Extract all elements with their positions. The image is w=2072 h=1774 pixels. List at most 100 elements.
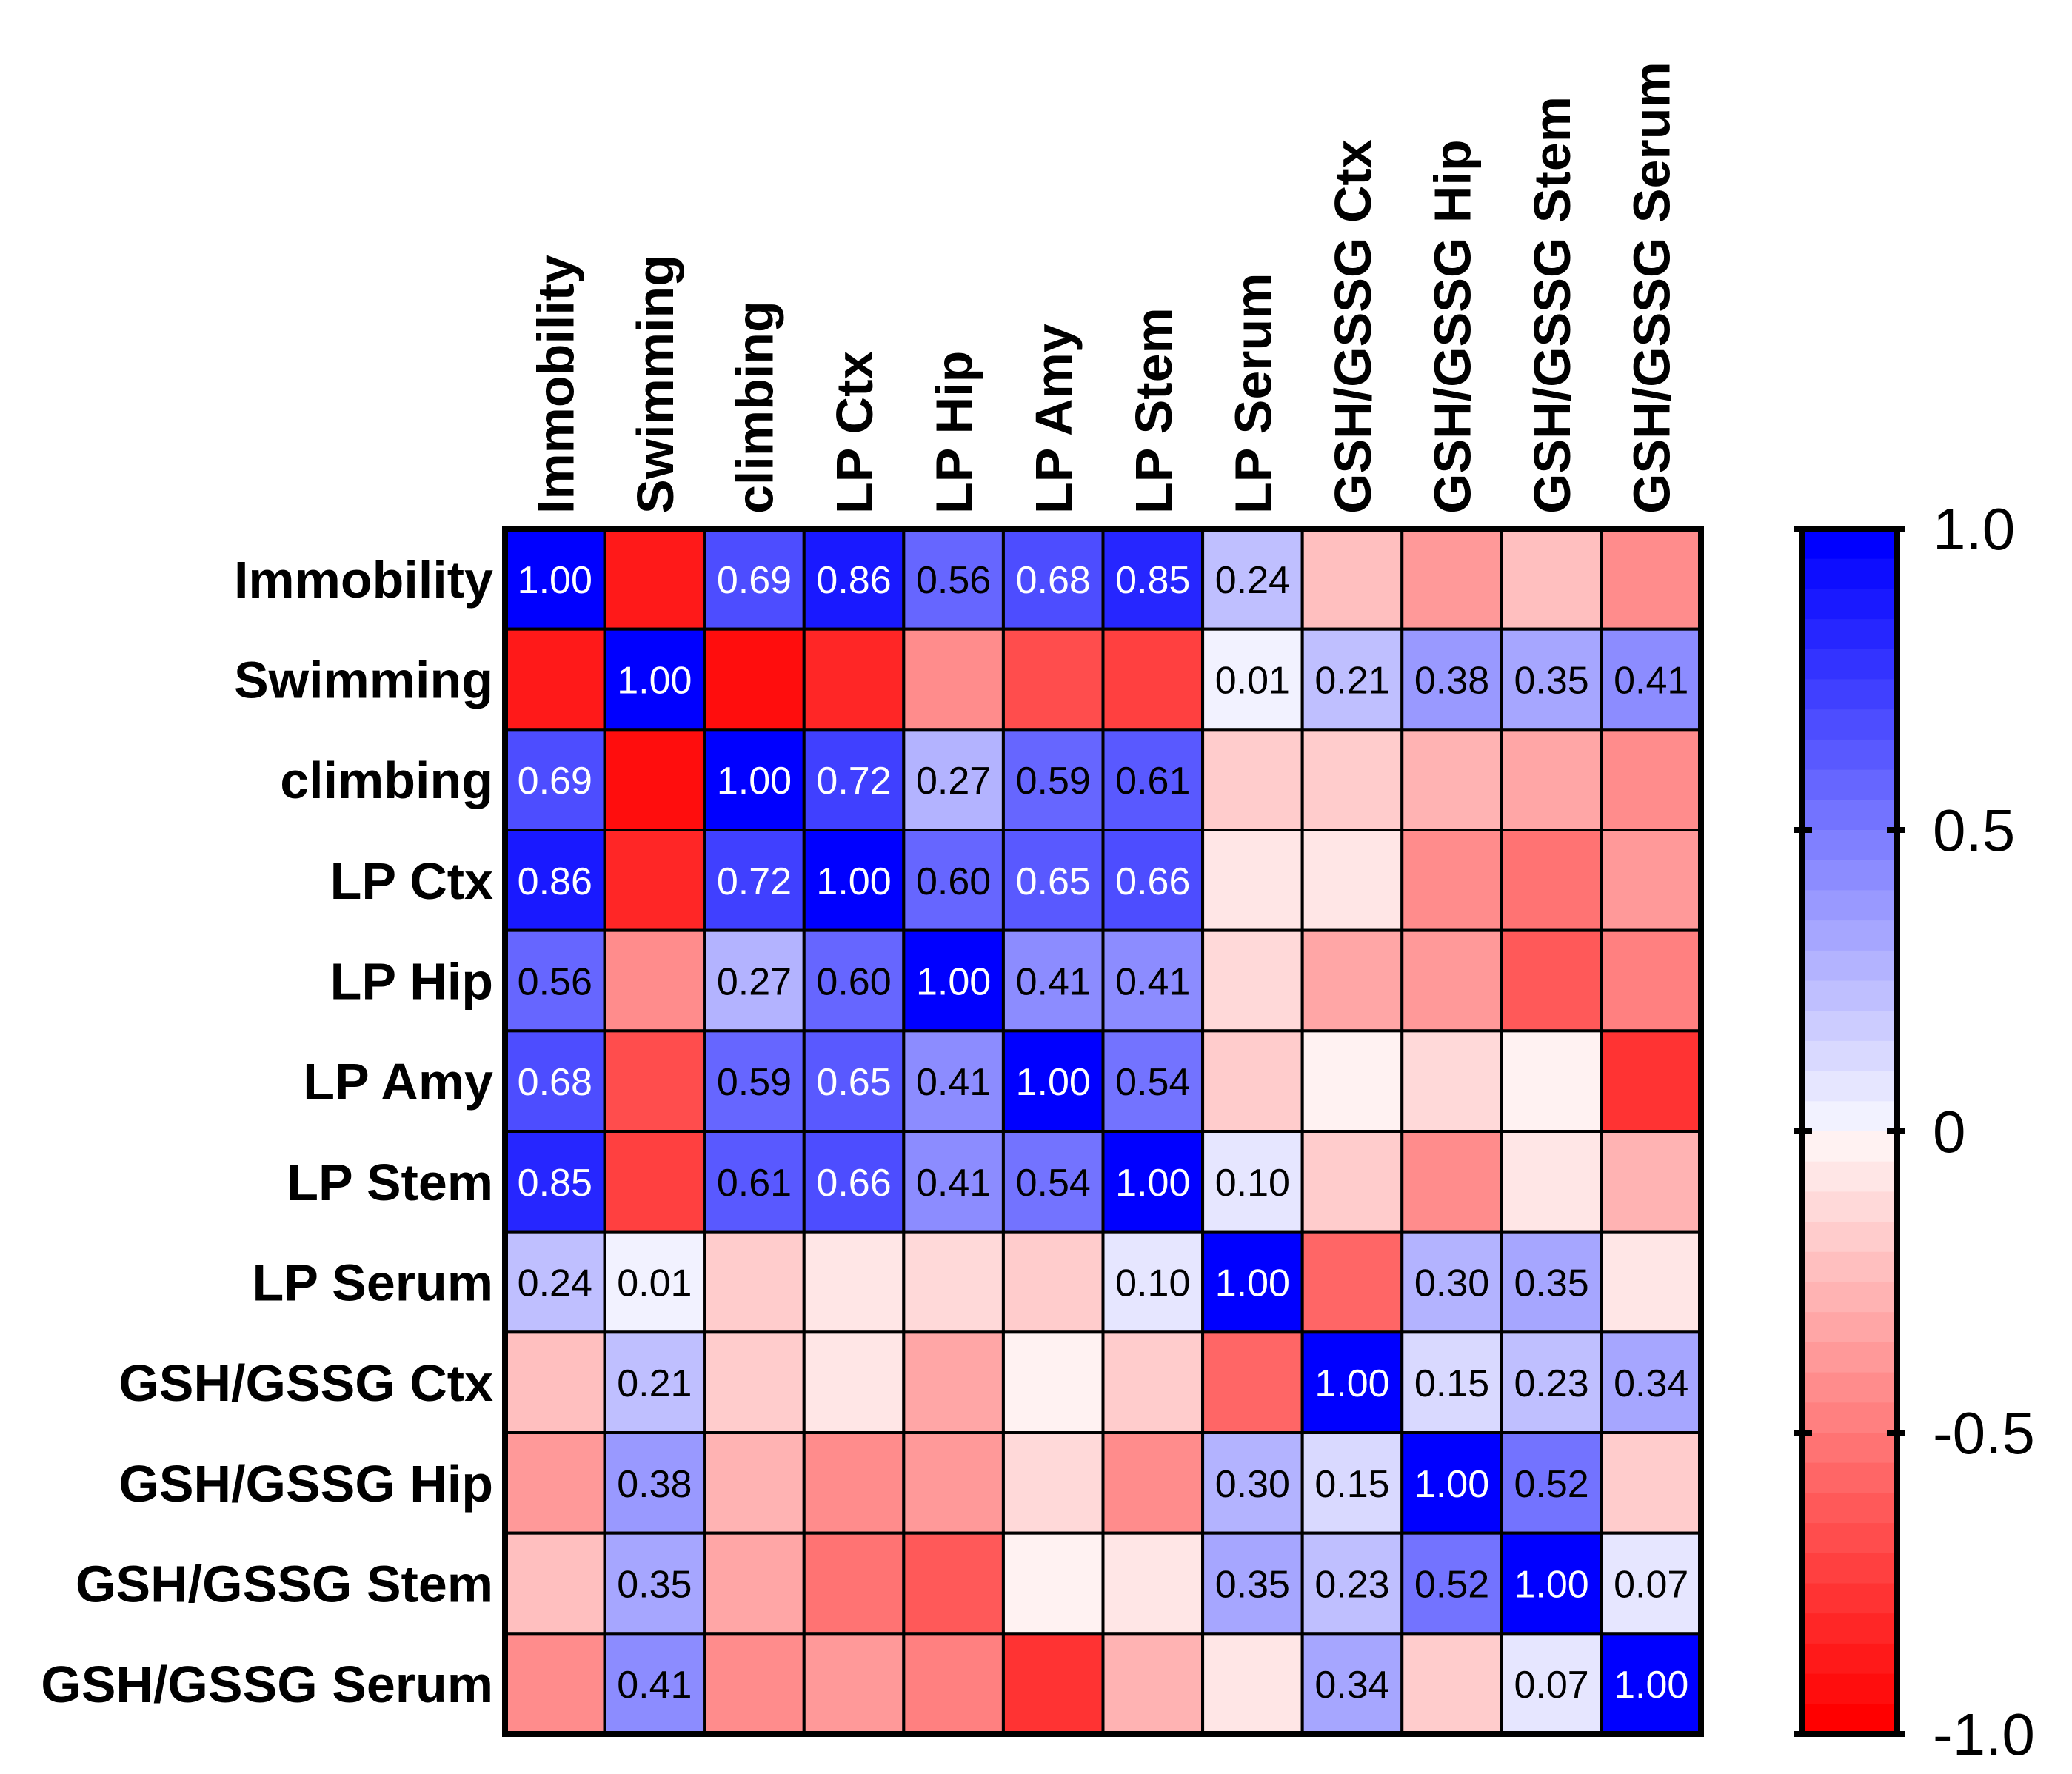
row-label: LP Ctx <box>330 852 493 910</box>
cell-value-label: 0.34 <box>1614 1362 1688 1405</box>
cell-value-label: 0.65 <box>1016 860 1091 903</box>
heatmap-cell <box>1400 1130 1503 1234</box>
cell-value-label: 1.00 <box>617 660 692 703</box>
heatmap-cell <box>603 928 706 1033</box>
heatmap-cell <box>1300 928 1404 1033</box>
heatmap-cell <box>1300 1130 1404 1234</box>
row-label: LP Stem <box>287 1154 493 1211</box>
heatmap-cell <box>603 1230 706 1334</box>
heatmap-cell <box>504 1632 606 1735</box>
colorbar-step <box>1802 860 1897 891</box>
colorbar-step <box>1802 1101 1897 1132</box>
cell-value-label: 0.60 <box>916 860 991 903</box>
heatmap-cell <box>603 627 706 732</box>
colorbar-step <box>1802 1673 1897 1705</box>
colorbar-tick-label: 0 <box>1933 1099 1966 1165</box>
cell-value-label: 0.65 <box>816 1061 891 1104</box>
heatmap-cell <box>1201 1632 1304 1735</box>
cell-value-label: 0.60 <box>816 961 891 1004</box>
cell-value-label: 1.00 <box>1314 1362 1389 1405</box>
heatmap-cell <box>1600 728 1703 831</box>
cell-value-label: 0.69 <box>518 760 592 803</box>
heatmap-cell <box>1300 1230 1404 1334</box>
heatmap-cell <box>1500 1632 1603 1735</box>
heatmap-cell <box>1300 1029 1404 1134</box>
cell-value-label: 0.38 <box>617 1463 692 1506</box>
column-label: GSH/GSSG Serum <box>1623 61 1681 514</box>
cell-value-label: 0.59 <box>1016 760 1091 803</box>
colorbar-step <box>1802 1011 1897 1042</box>
colorbar-step <box>1802 1372 1897 1404</box>
heatmap-cell <box>1201 829 1304 932</box>
cell-value-label: 0.10 <box>1215 1162 1290 1205</box>
heatmap-cell <box>802 1531 906 1636</box>
cell-value-label: 0.61 <box>1115 760 1190 803</box>
heatmap-cell <box>504 728 606 831</box>
heatmap-cell <box>802 728 906 831</box>
cell-value-label: 0.34 <box>1314 1664 1389 1707</box>
heatmap-cell <box>1001 728 1105 831</box>
column-labels: Immobility Swimming climbing LP Ctx LP Hip LP… <box>527 61 1680 514</box>
cell-value-label: 1.00 <box>518 559 592 602</box>
colorbar-step <box>1802 890 1897 922</box>
heatmap-cell <box>1600 928 1703 1033</box>
row-labels: Immobility Swimming climbing LP Ctx LP Hip LP… <box>41 551 493 1713</box>
cell-value-label: 0.01 <box>617 1262 692 1305</box>
cell-value-label: 0.41 <box>1115 961 1190 1004</box>
heatmap-cell <box>703 1531 806 1636</box>
colorbar-step <box>1802 1523 1897 1554</box>
heatmap-cell <box>703 829 806 932</box>
heatmap-cell <box>703 928 806 1033</box>
cell-value-label: 0.85 <box>518 1162 592 1205</box>
colorbar-step <box>1802 1433 1897 1464</box>
heatmap-cell <box>1300 527 1404 631</box>
heatmap-cell <box>902 1230 1005 1334</box>
heatmap-cell <box>1001 1330 1105 1435</box>
heatmap-cell <box>1300 627 1404 732</box>
colorbar-step <box>1802 649 1897 680</box>
heatmap-cell <box>902 829 1005 932</box>
heatmap-cell <box>1201 728 1304 831</box>
colorbar-step <box>1802 1191 1897 1223</box>
colorbar-step <box>1802 1704 1897 1735</box>
cell-value-label: 0.54 <box>1016 1162 1091 1205</box>
cell-value-label: 0.72 <box>816 760 891 803</box>
cell-value-label: 0.07 <box>1514 1664 1589 1707</box>
colorbar-step <box>1802 769 1897 801</box>
heatmap-cell <box>902 728 1005 831</box>
heatmap-cell <box>603 1431 706 1535</box>
heatmap-cell <box>1101 728 1205 831</box>
heatmap-cell <box>603 1531 706 1636</box>
cell-value-label: 0.23 <box>1314 1564 1389 1607</box>
colorbar-step <box>1802 1493 1897 1524</box>
heatmap-cell <box>703 1632 806 1735</box>
heatmap-cell <box>1300 829 1404 932</box>
heatmap-cell <box>1001 1230 1105 1334</box>
heatmap-cell <box>1400 1632 1503 1735</box>
heatmap-cell <box>703 527 806 631</box>
colorbar-tick-label: -0.5 <box>1933 1400 2035 1466</box>
row-label: Swimming <box>234 652 493 709</box>
heatmap-cell <box>603 829 706 932</box>
cell-value-label: 0.21 <box>617 1362 692 1405</box>
heatmap-cell <box>1500 1330 1603 1435</box>
column-label: GSH/GSSG Stem <box>1523 96 1581 514</box>
column-label: Swimming <box>626 255 684 514</box>
heatmap-cell <box>603 728 706 831</box>
heatmap-cell <box>504 1230 606 1334</box>
heatmap-cell <box>1300 1632 1404 1735</box>
column-label: LP Hip <box>926 351 983 514</box>
heatmap-cell <box>902 627 1005 732</box>
heatmap-cell <box>1101 1029 1205 1134</box>
heatmap-cell <box>1500 627 1603 732</box>
heatmap-cell <box>703 1431 806 1535</box>
heatmap-cell <box>1600 527 1703 631</box>
cell-value-label: 0.41 <box>1016 961 1091 1004</box>
heatmap-cell <box>1500 1029 1603 1134</box>
heatmap-cell <box>1101 1230 1205 1334</box>
heatmap-cell <box>1400 1029 1503 1134</box>
cell-value-label: 0.15 <box>1414 1362 1489 1405</box>
row-label: GSH/GSSG Stem <box>76 1556 493 1613</box>
cell-value-label: 1.00 <box>1215 1262 1290 1305</box>
